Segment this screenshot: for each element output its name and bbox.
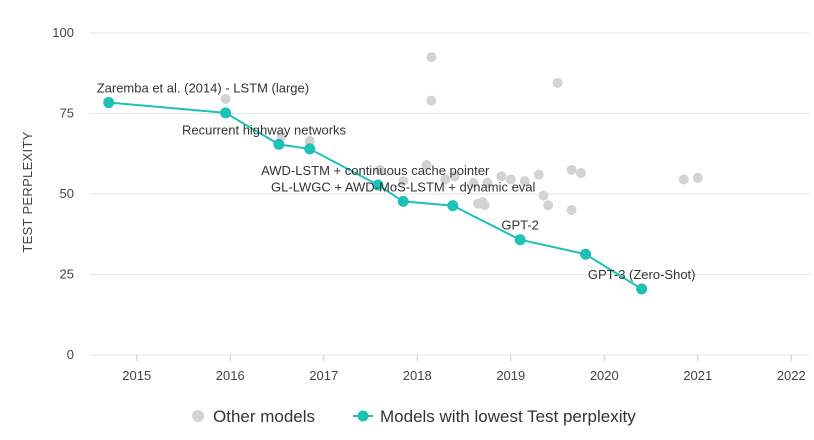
- other-model-point[interactable]: [678, 174, 689, 185]
- other-model-point[interactable]: [519, 176, 530, 187]
- legend-item-best[interactable]: Models with lowest Test perplexity: [353, 407, 636, 426]
- legend: Other models Models with lowest Test per…: [192, 407, 636, 426]
- other-model-point[interactable]: [543, 200, 554, 211]
- x-tick-label: 2016: [216, 368, 245, 383]
- annotation-label: Recurrent highway networks: [182, 122, 347, 137]
- y-tick-label: 50: [60, 186, 74, 201]
- other-model-point[interactable]: [421, 160, 432, 171]
- other-model-point[interactable]: [538, 190, 549, 201]
- other-model-point[interactable]: [220, 94, 231, 105]
- best-model-point[interactable]: [372, 179, 384, 191]
- other-model-point[interactable]: [533, 169, 544, 180]
- other-model-point[interactable]: [276, 131, 287, 142]
- other-models-series: [220, 52, 703, 216]
- other-model-point[interactable]: [374, 164, 385, 175]
- best-model-point[interactable]: [447, 200, 459, 212]
- annotation-label: GPT-3 (Zero-Shot): [588, 267, 696, 282]
- best-model-point[interactable]: [304, 143, 316, 155]
- other-model-point[interactable]: [552, 77, 563, 88]
- gridlines: [90, 32, 810, 356]
- other-model-point[interactable]: [482, 177, 493, 188]
- y-tick-label: 25: [60, 267, 74, 282]
- x-tick-label: 2022: [777, 368, 806, 383]
- annotations: Zaremba et al. (2014) - LSTM (large) Recu…: [97, 81, 696, 282]
- other-model-point[interactable]: [449, 171, 460, 182]
- best-model-point[interactable]: [636, 283, 648, 295]
- annotation-label: Zaremba et al. (2014) - LSTM (large): [97, 81, 309, 96]
- x-tick-label: 2018: [403, 368, 432, 383]
- annotation-label: GL-LWGC + AWD-MoS-LSTM + dynamic eval: [271, 179, 536, 194]
- best-model-point[interactable]: [103, 97, 115, 109]
- y-tick-label: 100: [52, 25, 74, 40]
- legend-best-label: Models with lowest Test perplexity: [380, 407, 636, 426]
- x-tick-label: 2021: [683, 368, 712, 383]
- best-models-line: [108, 101, 643, 290]
- y-axis-title: TEST PERPLEXITY: [20, 131, 35, 252]
- annotation-label: GPT-2: [501, 218, 539, 233]
- other-model-point[interactable]: [398, 176, 409, 187]
- legend-item-other[interactable]: Other models: [192, 407, 315, 426]
- other-model-point[interactable]: [479, 200, 490, 211]
- axes: TEST PERPLEXITY 0 25 50 75 100 2015 2016 2017 20…: [20, 25, 806, 383]
- y-tick-label: 0: [67, 347, 74, 362]
- best-model-point[interactable]: [580, 248, 592, 260]
- x-tick-label: 2017: [309, 368, 338, 383]
- annotation-label: AWD-LSTM + continuous cache pointer: [261, 163, 490, 178]
- y-tick-label: 75: [60, 106, 74, 121]
- x-tick-label: 2019: [496, 368, 525, 383]
- best-models-series: [103, 97, 648, 295]
- legend-other-marker: [192, 410, 204, 422]
- other-model-point[interactable]: [505, 174, 516, 185]
- other-model-point[interactable]: [575, 168, 586, 179]
- other-model-point[interactable]: [496, 171, 507, 182]
- other-model-point[interactable]: [468, 177, 479, 188]
- other-model-point[interactable]: [426, 52, 437, 63]
- other-model-point[interactable]: [566, 164, 577, 175]
- best-model-point[interactable]: [397, 195, 409, 207]
- best-model-point[interactable]: [220, 107, 232, 119]
- other-model-point[interactable]: [426, 95, 437, 106]
- legend-best-marker: [357, 410, 369, 422]
- other-model-point[interactable]: [440, 174, 451, 185]
- legend-other-label: Other models: [213, 407, 315, 426]
- best-model-point[interactable]: [514, 234, 526, 246]
- x-tick-label: 2020: [590, 368, 619, 383]
- other-model-point[interactable]: [566, 205, 577, 216]
- other-model-point[interactable]: [304, 135, 315, 146]
- best-model-point[interactable]: [273, 138, 285, 150]
- other-model-point[interactable]: [692, 172, 703, 183]
- x-tick-label: 2015: [122, 368, 151, 383]
